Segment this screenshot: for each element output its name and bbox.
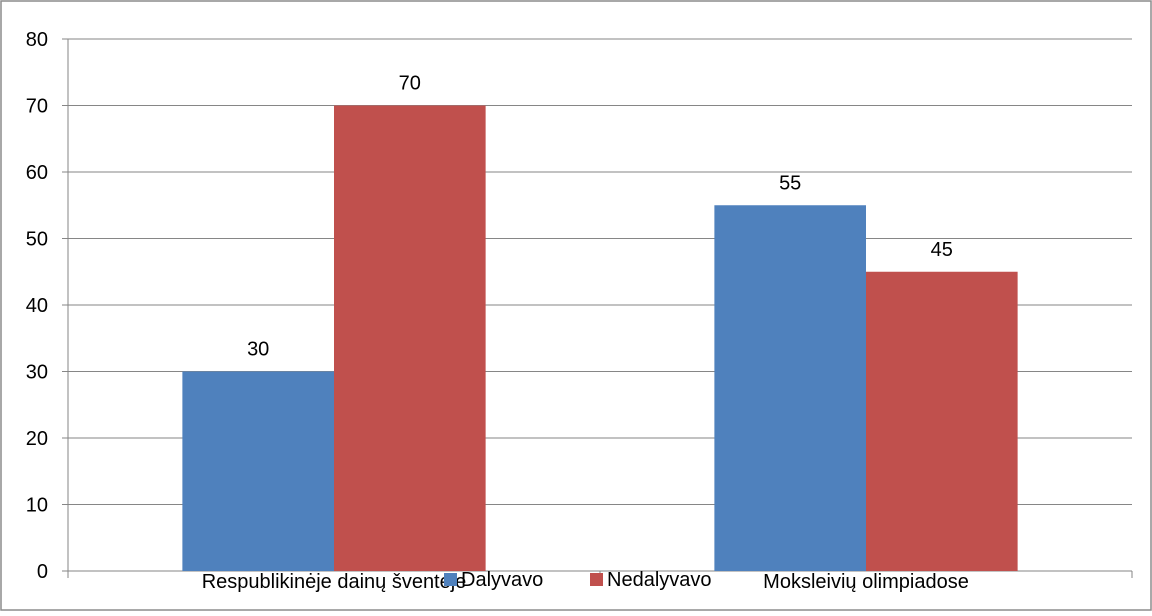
y-tick-label: 30 [26, 362, 48, 384]
legend-swatch-nedalyvavo [590, 573, 603, 586]
category-labels: Respublikinėje dainų šventėje Moksleivių … [202, 571, 969, 593]
data-label: 55 [779, 172, 801, 194]
data-label: 45 [931, 239, 953, 261]
y-tick-label: 40 [26, 295, 48, 317]
data-label: 70 [399, 73, 421, 95]
y-tick-label: 70 [26, 96, 48, 118]
data-label: 30 [247, 339, 269, 361]
y-tick-label: 10 [26, 495, 48, 517]
y-tick-label: 20 [26, 428, 48, 450]
y-tick-label: 0 [37, 561, 48, 583]
bar-nedalyvavo-0 [334, 105, 486, 571]
y-tick-label: 80 [26, 29, 48, 51]
legend-swatch-dalyvavo [444, 573, 457, 586]
bar-dalyvavo-1 [714, 205, 866, 571]
y-tick-label: 60 [26, 162, 48, 184]
category-label: Moksleivių olimpiadose [763, 571, 969, 593]
data-labels: 30 70 55 45 [247, 73, 953, 361]
y-tick-label: 50 [26, 229, 48, 251]
bars [182, 105, 1018, 571]
bar-dalyvavo-0 [182, 371, 334, 571]
legend-label: Dalyvavo [461, 569, 543, 591]
legend-label: Nedalyvavo [607, 569, 712, 591]
legend: Dalyvavo Nedalyvavo [444, 569, 712, 591]
category-label: Respublikinėje dainų šventėje [202, 571, 467, 593]
bar-nedalyvavo-1 [866, 271, 1018, 571]
